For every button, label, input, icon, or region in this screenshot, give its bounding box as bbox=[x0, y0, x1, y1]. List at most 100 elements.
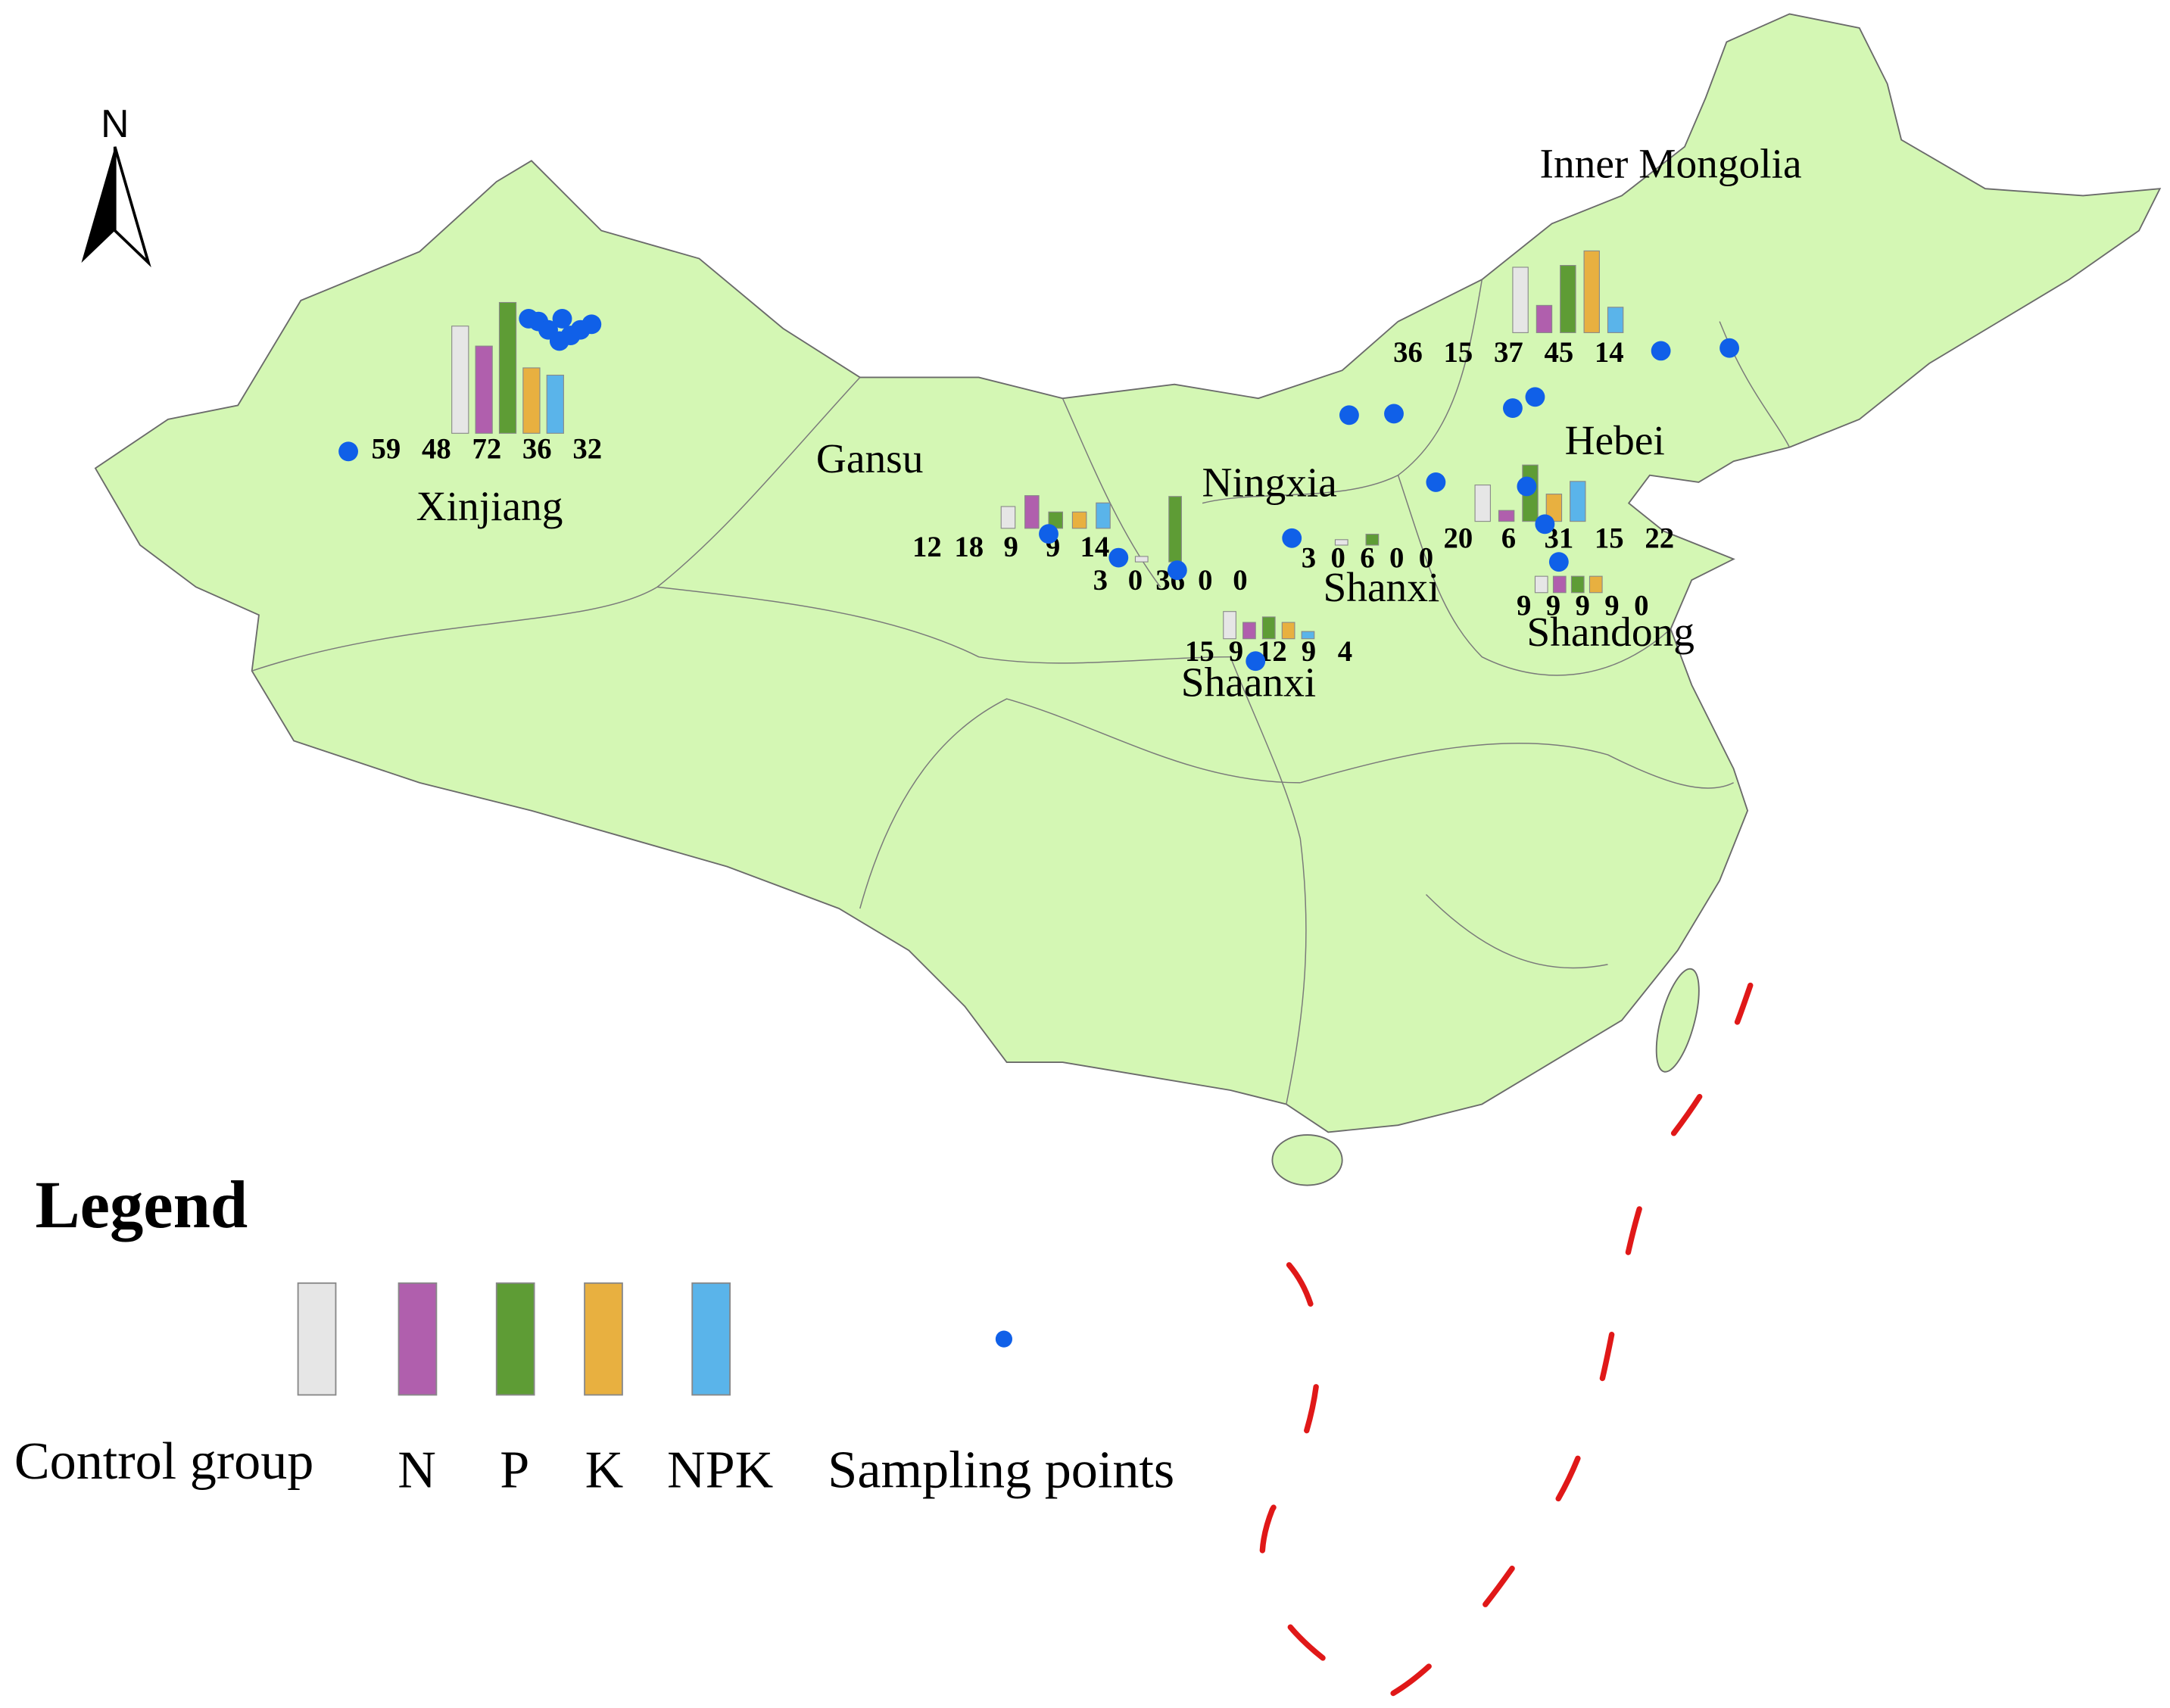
legend-swatch bbox=[495, 1282, 535, 1396]
legend-label: N bbox=[398, 1440, 436, 1499]
sampling-point bbox=[1535, 514, 1555, 535]
value-label: 36 bbox=[522, 433, 552, 466]
value-label: 32 bbox=[572, 433, 602, 466]
value-label: 0 bbox=[1128, 564, 1143, 597]
china-outline bbox=[94, 13, 2162, 1133]
region-name: Inner Mongolia bbox=[1540, 140, 1802, 186]
bar bbox=[1334, 539, 1348, 546]
sampling-point bbox=[338, 441, 358, 462]
bar bbox=[1168, 496, 1182, 563]
region-name: Shandong bbox=[1526, 609, 1694, 655]
value-label: 9 bbox=[1604, 589, 1619, 622]
value-label: 72 bbox=[472, 433, 501, 466]
sampling-point bbox=[1548, 552, 1569, 572]
value-label: 14 bbox=[1080, 531, 1110, 563]
legend-label: Control group bbox=[14, 1432, 314, 1491]
value-label: 14 bbox=[1595, 336, 1624, 369]
value-label: 12 bbox=[912, 531, 942, 563]
bar bbox=[451, 326, 469, 434]
bar bbox=[1223, 611, 1236, 640]
bar bbox=[546, 374, 564, 434]
bar bbox=[1583, 250, 1600, 333]
bar bbox=[498, 301, 517, 434]
sampling-point bbox=[1246, 651, 1266, 672]
compass: N bbox=[81, 101, 151, 268]
legend-swatch bbox=[297, 1282, 337, 1396]
bar bbox=[1242, 622, 1256, 640]
bar bbox=[1096, 502, 1111, 529]
region-name: Xinjiang bbox=[416, 483, 563, 529]
hainan bbox=[1271, 1134, 1343, 1186]
value-label: 15 bbox=[1185, 635, 1214, 668]
sampling-point bbox=[1426, 472, 1446, 492]
region-name: Ningxia bbox=[1202, 459, 1336, 505]
bar bbox=[1474, 485, 1491, 522]
value-label: 3 bbox=[1302, 542, 1316, 575]
bar bbox=[522, 367, 541, 434]
value-label: 4 bbox=[1338, 635, 1352, 668]
sampling-point bbox=[1503, 398, 1523, 418]
sampling-point bbox=[549, 331, 569, 351]
sampling-point bbox=[1282, 528, 1302, 548]
bar bbox=[1534, 575, 1548, 594]
bar bbox=[1071, 511, 1087, 529]
region-name: Hebei bbox=[1565, 417, 1665, 463]
sampling-point bbox=[1517, 476, 1537, 497]
value-label: 9 bbox=[1546, 589, 1560, 622]
legend-label: Sampling points bbox=[828, 1440, 1174, 1499]
sampling-point bbox=[581, 314, 602, 335]
value-label: 0 bbox=[1233, 564, 1247, 597]
value-label: 9 bbox=[1229, 635, 1243, 668]
value-label: 45 bbox=[1544, 336, 1573, 369]
sampling-point bbox=[1651, 341, 1671, 361]
value-label: 0 bbox=[1198, 564, 1212, 597]
value-label: 20 bbox=[1444, 522, 1473, 555]
legend-swatch bbox=[584, 1282, 623, 1396]
bar bbox=[1570, 481, 1586, 522]
value-label: 59 bbox=[372, 433, 401, 466]
legend-label: NPK bbox=[667, 1440, 773, 1499]
sampling-point bbox=[1339, 405, 1359, 425]
sampling-point bbox=[1108, 547, 1129, 568]
legend-swatch bbox=[691, 1282, 731, 1396]
value-label: 0 bbox=[1419, 542, 1433, 575]
legend-sampling-dot bbox=[995, 1330, 1012, 1348]
value-label: 0 bbox=[1634, 589, 1648, 622]
north-label: N bbox=[101, 101, 129, 145]
bar bbox=[1536, 304, 1553, 333]
legend-swatch bbox=[398, 1282, 438, 1396]
value-label: 9 bbox=[1517, 589, 1531, 622]
legend-label: P bbox=[500, 1440, 529, 1499]
sampling-point bbox=[1167, 560, 1187, 581]
bar bbox=[1301, 631, 1315, 640]
value-label: 9 bbox=[1302, 635, 1316, 668]
value-label: 22 bbox=[1645, 522, 1674, 555]
value-label: 6 bbox=[1360, 542, 1374, 575]
value-label: 0 bbox=[1389, 542, 1404, 575]
value-label: 37 bbox=[1494, 336, 1523, 369]
value-label: 15 bbox=[1595, 522, 1624, 555]
bar bbox=[1570, 575, 1585, 594]
bar bbox=[1000, 506, 1016, 529]
value-label: 9 bbox=[1576, 589, 1590, 622]
legend-label: K bbox=[585, 1440, 624, 1499]
province-borders bbox=[251, 279, 1791, 1105]
sampling-point bbox=[1039, 524, 1058, 544]
compass-right bbox=[113, 146, 151, 268]
bar bbox=[1552, 575, 1567, 594]
sampling-point bbox=[1525, 387, 1545, 407]
bar bbox=[1281, 622, 1295, 640]
bar bbox=[1607, 307, 1624, 333]
region-name: Gansu bbox=[816, 435, 924, 482]
bar bbox=[1589, 575, 1603, 594]
value-label: 36 bbox=[1393, 336, 1423, 369]
bar bbox=[1512, 266, 1529, 333]
compass-left bbox=[81, 146, 115, 263]
bar bbox=[1365, 534, 1380, 546]
taiwan bbox=[1655, 968, 1700, 1073]
basemap bbox=[94, 13, 2162, 1702]
sampling-point bbox=[1384, 404, 1404, 424]
